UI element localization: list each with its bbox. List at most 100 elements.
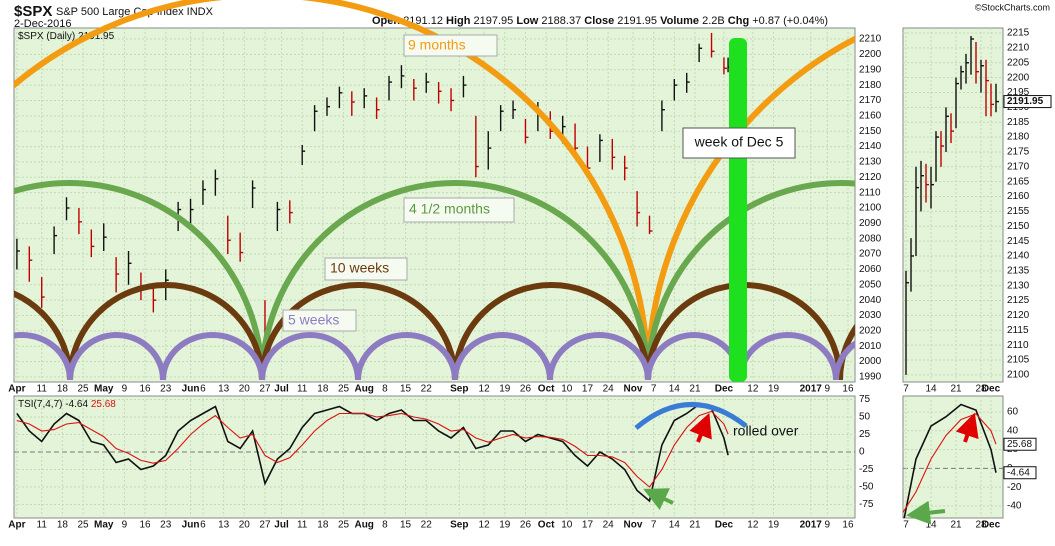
y-tick-label: 2040 — [859, 295, 882, 306]
y-tick-label: 2140 — [1007, 251, 1030, 262]
x-tick-label: 16 — [842, 520, 854, 531]
y-tick-label: -75 — [859, 499, 874, 510]
x-tick-label: 14 — [925, 384, 937, 395]
x-tick-label: 7 — [903, 520, 909, 531]
x-tick-label: 12 — [479, 384, 491, 395]
x-tick-label: 9 — [825, 384, 831, 395]
plot-clip — [905, 36, 999, 375]
y-tick-label: 2200 — [1007, 72, 1030, 83]
x-tick-label: 18 — [317, 384, 329, 395]
x-tick-label: Apr — [8, 384, 25, 395]
y-tick-label: 2210 — [1007, 43, 1030, 54]
y-tick-label: 2020 — [859, 325, 882, 336]
y-tick-label: 2110 — [859, 187, 881, 198]
y-tick-label: 2135 — [1007, 265, 1030, 276]
legend-name: $SPX (Daily) — [18, 31, 75, 42]
y-tick-label: 2120 — [1007, 310, 1030, 321]
x-tick-label: 18 — [317, 520, 329, 531]
x-tick-label: 11 — [37, 520, 48, 531]
y-tick-label: 2165 — [1007, 176, 1030, 187]
y-tick-label: 2080 — [859, 233, 882, 244]
y-tick-label: 2200 — [859, 49, 882, 60]
symbol: $SPX — [14, 3, 52, 20]
x-tick-label: Oct — [538, 520, 555, 531]
y-tick-label: -25 — [859, 464, 874, 475]
x-tick-label: 21 — [950, 384, 962, 395]
x-tick-label: 6 — [200, 384, 206, 395]
y-tick-label: 2050 — [859, 279, 882, 290]
y-tick-label: 2115 — [1007, 325, 1029, 336]
plot-clip — [16, 403, 729, 503]
x-tick-label: 24 — [603, 384, 615, 395]
x-tick-label: 19 — [768, 384, 780, 395]
x-tick-label: 22 — [421, 384, 433, 395]
x-tick-label: 28 — [975, 520, 987, 531]
x-tick-label: 11 — [297, 384, 308, 395]
y-tick-label: 40 — [1007, 425, 1019, 436]
x-tick-label: 14 — [669, 384, 681, 395]
annotation: rolled over — [733, 423, 799, 439]
x-tick-label: 18 — [57, 520, 69, 531]
x-tick-label: 19 — [768, 520, 780, 531]
y-tick-label: 2105 — [1007, 355, 1030, 366]
last-value-box — [1003, 466, 1037, 480]
x-tick-label: 11 — [37, 384, 48, 395]
x-tick-label: Jul — [274, 384, 289, 395]
x-tick-label: 16 — [842, 384, 854, 395]
arrow — [955, 412, 979, 443]
y-tick-label: 2010 — [859, 341, 882, 352]
legend-value: 2191.95 — [78, 31, 115, 42]
x-tick-label: 8 — [382, 384, 388, 395]
arc-4-5-months — [14, 180, 855, 381]
x-tick-label: Jun — [182, 520, 200, 531]
x-tick-label: 15 — [400, 520, 412, 531]
x-tick-label: 16 — [140, 384, 152, 395]
x-tick-label: 20 — [239, 384, 251, 395]
price-legend: $SPX (Daily) 2191.95 — [18, 31, 115, 42]
plot-clip — [16, 32, 732, 370]
last-value-box — [1003, 95, 1052, 109]
x-tick-label: 9 — [122, 384, 128, 395]
x-tick-label: 24 — [603, 520, 615, 531]
x-tick-label: 26 — [520, 384, 532, 395]
tsi-line — [16, 403, 729, 503]
x-tick-label: 14 — [669, 520, 681, 531]
y-tick-label: 2190 — [859, 64, 882, 75]
y-tick-label: 2100 — [859, 203, 882, 214]
annotation: 4 1/2 months — [409, 201, 490, 217]
quote-value: 2191.95 — [617, 15, 657, 27]
arrow — [906, 500, 946, 525]
quote-label: Chg — [728, 15, 749, 27]
y-tick-label: 2195 — [1007, 87, 1030, 98]
quote-value: +0.87 (+0.04%) — [752, 15, 828, 27]
y-tick-label: 2130 — [859, 157, 882, 168]
y-tick-label: 2160 — [859, 110, 882, 121]
y-tick-label: 2150 — [859, 126, 882, 137]
plot-area — [902, 395, 1004, 519]
x-tick-label: Sep — [450, 520, 468, 531]
y-tick-label: 2205 — [1007, 57, 1030, 68]
annotation: week of Dec 5 — [694, 134, 784, 150]
label-box — [682, 127, 796, 159]
quote-label: Low — [516, 15, 538, 27]
label-box — [403, 197, 515, 223]
top-arc — [634, 402, 748, 430]
x-tick-label: 19 — [499, 384, 511, 395]
x-tick-label: 12 — [747, 520, 759, 531]
x-tick-label: 2017 — [800, 520, 823, 531]
x-tick-label: 9 — [122, 520, 128, 531]
x-tick-label: 22 — [421, 520, 433, 531]
credit: ©StockCharts.com — [975, 2, 1050, 12]
legend-name: TSI(7,4,7) — [18, 399, 62, 410]
cycle-arcs — [14, 0, 855, 381]
y-tick-label: 2175 — [1007, 147, 1030, 158]
x-tick-label: 25 — [338, 384, 350, 395]
x-tick-label: 23 — [160, 520, 172, 531]
quote-label: High — [446, 15, 471, 27]
tsi-line — [16, 410, 729, 488]
x-tick-label: 18 — [57, 384, 69, 395]
x-tick-label: May — [94, 520, 114, 531]
x-tick-label: 10 — [561, 384, 573, 395]
x-tick-label: Nov — [624, 384, 643, 395]
